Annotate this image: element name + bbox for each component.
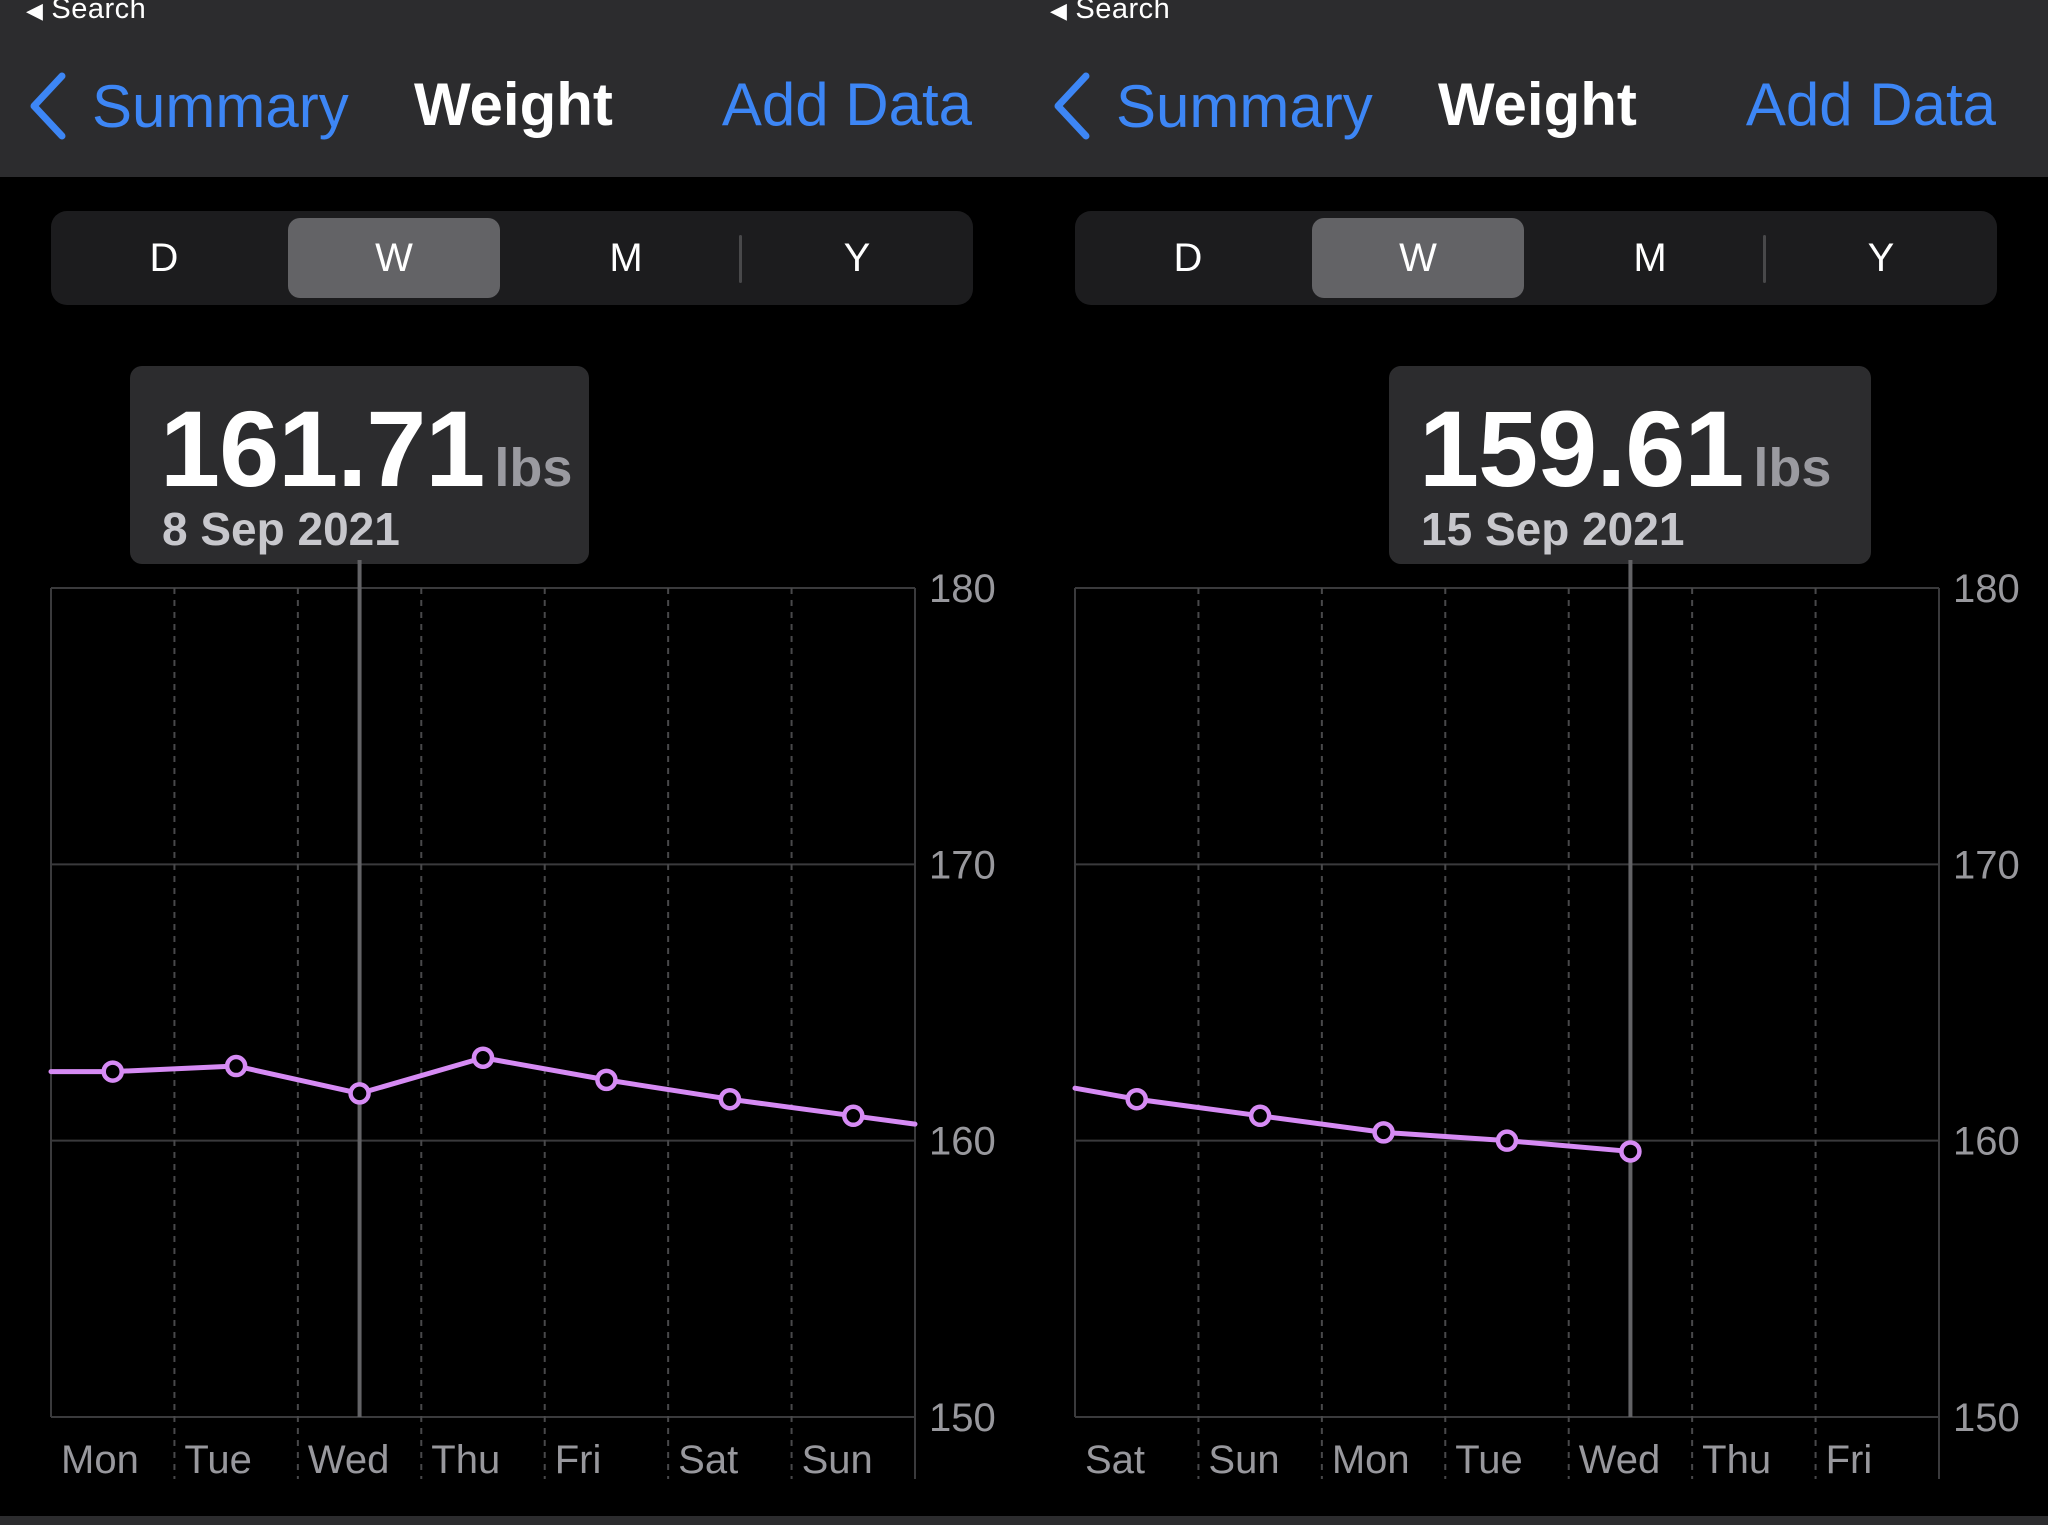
back-triangle-icon: ◀ xyxy=(1050,0,1068,23)
data-point xyxy=(1619,1140,1642,1163)
page-title: Weight xyxy=(1438,71,1637,138)
add-data-button[interactable]: Add Data xyxy=(1745,71,1996,138)
weight-panel-right: ◀ Search Summary Weight Add Data D W M Y … xyxy=(1024,0,2048,1525)
status-back-label: Search xyxy=(1075,0,1171,25)
callout-unit: lbs xyxy=(1753,438,1832,498)
y-tick-label: 180 xyxy=(929,567,996,611)
navigation-bar: ◀ Search Summary Weight Add Data xyxy=(1024,0,2048,177)
x-tick-label: Mon xyxy=(61,1438,139,1482)
weight-panel-left: ◀ Search Summary Weight Add Data D W M Y … xyxy=(0,0,1024,1520)
summary-back-label: Summary xyxy=(92,72,349,140)
callout-date: 8 Sep 2021 xyxy=(162,503,400,555)
data-point xyxy=(224,1054,248,1078)
weight-chart[interactable]: 180 170 160 150 Mon Tue Wed Thu Fri Sat Sun xyxy=(0,560,1024,1520)
data-point xyxy=(842,1104,865,1128)
status-back-link[interactable]: ◀ Search xyxy=(1050,0,1170,26)
segment-day[interactable]: D xyxy=(1173,235,1203,280)
summary-back-label: Summary xyxy=(1116,72,1373,140)
segment-divider xyxy=(739,235,742,283)
x-tick-label: Fri xyxy=(555,1438,602,1482)
segment-month[interactable]: M xyxy=(609,235,643,280)
x-tick-label: Thu xyxy=(1702,1438,1771,1482)
x-tick-label: Thu xyxy=(431,1438,500,1482)
x-tick-label: Sun xyxy=(802,1438,873,1482)
data-point xyxy=(1125,1087,1148,1111)
y-tick-label: 150 xyxy=(929,1396,996,1440)
callout-unit: lbs xyxy=(494,438,573,498)
segment-week[interactable]: W xyxy=(288,218,500,298)
y-tick-label: 170 xyxy=(1953,843,2020,887)
x-tick-label: Fri xyxy=(1826,1438,1873,1482)
x-tick-label: Sun xyxy=(1208,1438,1279,1482)
data-point xyxy=(1495,1129,1519,1152)
data-point xyxy=(595,1068,618,1092)
segment-year[interactable]: Y xyxy=(1867,235,1895,280)
data-point xyxy=(1372,1121,1395,1144)
time-range-segmented-control: D W M Y xyxy=(51,211,973,305)
navigation-bar: ◀ Search Summary Weight Add Data xyxy=(0,0,1024,177)
callout-number: 159.61 xyxy=(1419,388,1744,509)
callout-value: 161.71 lbs xyxy=(160,386,572,511)
status-back-label: Search xyxy=(51,0,147,25)
weight-chart[interactable]: 180 170 160 150 Sat Sun Mon Tue Wed Thu Fri xyxy=(1024,560,2048,1520)
x-tick-label: Mon xyxy=(1332,1438,1410,1482)
segment-year[interactable]: Y xyxy=(843,235,871,280)
callout-value: 159.61 lbs xyxy=(1419,386,1831,511)
summary-back-button[interactable]: Summary xyxy=(26,66,349,146)
selected-value-callout: 161.71 lbs 8 Sep 2021 xyxy=(130,366,589,564)
segment-month[interactable]: M xyxy=(1633,235,1667,280)
x-tick-label: Sat xyxy=(678,1438,738,1482)
data-point xyxy=(1248,1104,1272,1128)
x-tick-label: Tue xyxy=(184,1438,251,1482)
y-tick-label: 160 xyxy=(929,1120,996,1164)
back-triangle-icon: ◀ xyxy=(26,0,44,23)
chevron-left-icon xyxy=(30,72,66,140)
segment-day[interactable]: D xyxy=(149,235,179,280)
callout-number: 161.71 xyxy=(160,388,485,509)
x-tick-label: Wed xyxy=(1579,1438,1661,1482)
y-tick-label: 150 xyxy=(1953,1396,2020,1440)
time-range-segmented-control: D W M Y xyxy=(1075,211,1997,305)
bottom-divider xyxy=(0,1516,2048,1525)
weight-series-line xyxy=(1072,1085,1633,1154)
x-tick-label: Tue xyxy=(1455,1438,1522,1482)
segment-week[interactable]: W xyxy=(1312,218,1524,298)
data-point xyxy=(471,1046,495,1070)
summary-back-button[interactable]: Summary xyxy=(1050,66,1373,146)
data-point xyxy=(101,1060,124,1083)
data-point xyxy=(718,1087,742,1111)
y-tick-label: 160 xyxy=(1953,1120,2020,1164)
chevron-left-icon xyxy=(1054,72,1090,140)
add-data-button[interactable]: Add Data xyxy=(721,71,972,138)
y-tick-label: 170 xyxy=(929,843,996,887)
page-title: Weight xyxy=(414,71,613,138)
y-tick-label: 180 xyxy=(1953,567,2020,611)
status-back-link[interactable]: ◀ Search xyxy=(26,0,146,26)
callout-date: 15 Sep 2021 xyxy=(1421,503,1685,555)
data-point xyxy=(348,1082,371,1105)
selected-value-callout: 159.61 lbs 15 Sep 2021 xyxy=(1389,366,1871,564)
segment-divider xyxy=(1763,235,1766,283)
x-tick-label: Sat xyxy=(1085,1438,1145,1482)
x-tick-label: Wed xyxy=(308,1438,390,1482)
